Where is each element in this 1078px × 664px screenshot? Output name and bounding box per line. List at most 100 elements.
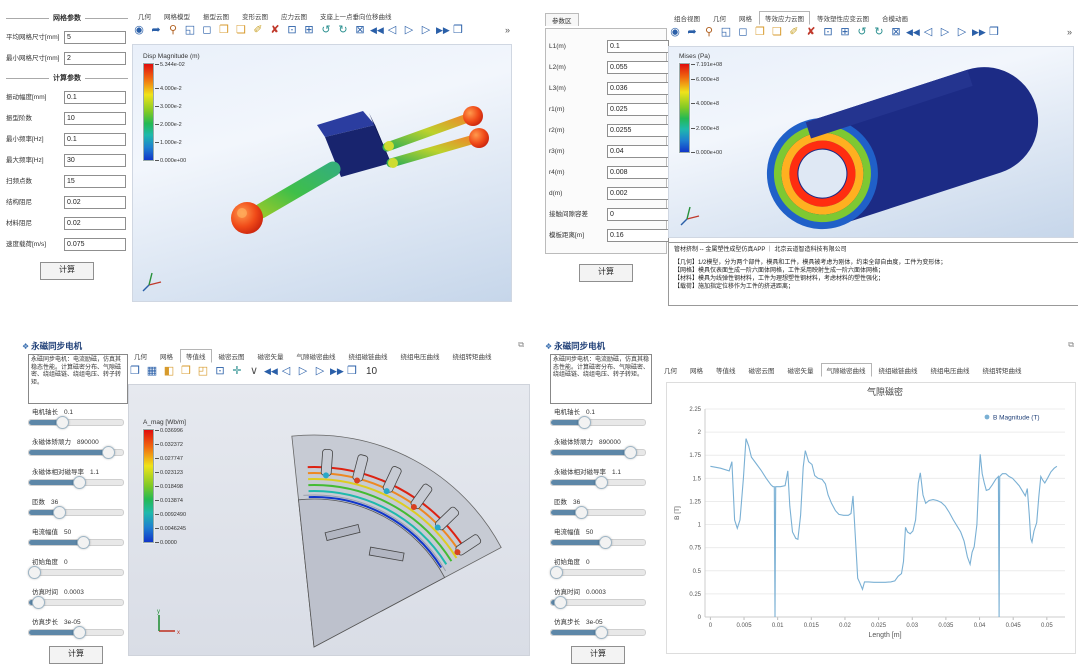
folder-open-icon[interactable]: ❐: [219, 24, 229, 36]
vib-param-input-0-0[interactable]: [64, 31, 126, 44]
slider-track-2[interactable]: [550, 476, 646, 489]
slider-thumb-1[interactable]: [624, 446, 638, 459]
toolbar-overflow-icon[interactable]: »: [1066, 27, 1072, 37]
export-anim-icon[interactable]: ❒: [347, 365, 357, 377]
zoom-window-icon[interactable]: ⊡: [823, 26, 833, 38]
vib-param-input-1-4[interactable]: [64, 175, 126, 188]
iso-view-icon[interactable]: ❒: [181, 365, 191, 377]
slider-track-6[interactable]: [28, 596, 124, 609]
param-panel-tab[interactable]: 参数区: [545, 13, 579, 26]
forge-param-input-2[interactable]: [607, 82, 669, 95]
slider-track-5[interactable]: [27, 566, 124, 579]
slider-track-5[interactable]: [549, 566, 646, 579]
vib-param-input-1-2[interactable]: [64, 133, 126, 146]
go-last-icon[interactable]: ▶▶: [436, 25, 450, 35]
motor-br-tab-5[interactable]: 气隙磁密曲线: [820, 363, 872, 377]
airgap-chart-panel[interactable]: 0 0.25 0.5 0.75 1 1.25 1.5 1.75 2 2.25 0 0.005 0.01 0…: [666, 382, 1076, 654]
slider-thumb-3[interactable]: [53, 506, 67, 519]
record-video-icon[interactable]: ⊠: [891, 26, 901, 38]
step-forward-icon[interactable]: ▷: [957, 26, 967, 38]
step-back-icon[interactable]: ◁: [387, 24, 397, 36]
forge-tab-5[interactable]: 合模动画: [882, 16, 908, 23]
go-first-icon[interactable]: ◀◀: [906, 27, 920, 37]
step-back-icon[interactable]: ◁: [281, 365, 291, 377]
export-anim-icon[interactable]: ❒: [453, 24, 463, 36]
motor-br-tab-6[interactable]: 绕组磁链曲线: [878, 368, 918, 375]
motor-br-tab-0[interactable]: 几何: [664, 368, 677, 375]
center-model-icon[interactable]: ⊞: [840, 26, 850, 38]
go-first-icon[interactable]: ◀◀: [370, 25, 384, 35]
capture-icon[interactable]: ◉: [670, 26, 680, 38]
rotate-left-icon[interactable]: ↺: [321, 24, 331, 36]
slider-thumb-3[interactable]: [575, 506, 589, 519]
forge-param-input-0[interactable]: [607, 40, 669, 53]
slider-thumb-4[interactable]: [76, 536, 90, 549]
forge-param-input-8[interactable]: [607, 208, 669, 221]
center-model-icon[interactable]: ⊞: [304, 24, 314, 36]
motor-br-tab-7[interactable]: 绕组电压曲线: [930, 368, 970, 375]
slider-thumb-5[interactable]: [27, 566, 41, 579]
vib-param-input-1-0[interactable]: [64, 91, 126, 104]
slider-track-1[interactable]: [28, 446, 124, 459]
export-anim-icon[interactable]: ❒: [989, 26, 999, 38]
export-view-icon[interactable]: ➦: [687, 26, 697, 38]
vib-tab-2[interactable]: 振型云图: [203, 14, 229, 21]
vibration-3d-viewport[interactable]: Disp Magnitude (m) 5.344e-02 4.000e-2 3.00…: [132, 44, 512, 302]
slider-thumb-5[interactable]: [549, 566, 563, 579]
slider-thumb-6[interactable]: [31, 596, 45, 609]
motor-bl-tab-3[interactable]: 磁密云图: [218, 354, 245, 361]
forge-param-input-7[interactable]: [607, 187, 669, 200]
slider-track-6[interactable]: [550, 596, 646, 609]
forge-param-input-1[interactable]: [607, 61, 669, 74]
vib-tab-0[interactable]: 几何: [138, 14, 151, 21]
slider-thumb-0[interactable]: [577, 416, 591, 429]
slider-track-0[interactable]: [28, 416, 124, 429]
forge-tab-3[interactable]: 等效应力云图: [759, 11, 810, 25]
slider-track-7[interactable]: [550, 626, 646, 639]
forging-3d-viewport[interactable]: Mises (Pa) 7.191e+08 6.000e+8 4.000e+8 2.00…: [668, 46, 1074, 238]
motor-bl-tab-2[interactable]: 等值线: [180, 349, 212, 363]
dropdown-caret-icon[interactable]: ∨: [249, 365, 259, 377]
forge-param-input-3[interactable]: [607, 103, 669, 116]
fit-view-icon[interactable]: ⊡: [215, 365, 225, 377]
mesh-view-icon[interactable]: ▦: [146, 365, 158, 377]
forge-param-input-6[interactable]: [607, 166, 669, 179]
brush-icon[interactable]: ✐: [789, 26, 799, 38]
fit-region-icon[interactable]: ◱: [720, 26, 732, 38]
capture-icon[interactable]: ◉: [134, 24, 144, 36]
motor-br-tab-3[interactable]: 磁密云图: [748, 368, 775, 375]
popout-icon[interactable]: ⧉: [518, 340, 524, 349]
rotate-left-icon[interactable]: ↺: [857, 26, 867, 38]
export-view-icon[interactable]: ➦: [151, 24, 161, 36]
step-back-icon[interactable]: ◁: [923, 26, 933, 38]
vib-param-input-1-6[interactable]: [64, 217, 126, 230]
slider-thumb-4[interactable]: [598, 536, 612, 549]
forge-tab-2[interactable]: 网格: [739, 16, 752, 23]
delete-icon[interactable]: ✘: [270, 24, 280, 36]
magnifier-icon[interactable]: ⚲: [168, 24, 178, 36]
motor-contour-viewport[interactable]: A_mag [Wb/m] 0.036996 0.032372 0.027747 0.0…: [128, 384, 530, 656]
vib-param-input-1-3[interactable]: [64, 154, 126, 167]
forge-param-input-5[interactable]: [607, 145, 669, 158]
forge-param-input-9[interactable]: [607, 229, 669, 242]
slider-thumb-1[interactable]: [102, 446, 116, 459]
vib-param-input-1-5[interactable]: [64, 196, 126, 209]
go-first-icon[interactable]: ◀◀: [264, 366, 278, 376]
brush-icon[interactable]: ✐: [253, 24, 263, 36]
axes-icon[interactable]: ✛: [232, 365, 242, 377]
slider-track-4[interactable]: [550, 536, 646, 549]
calculate-button[interactable]: 计算: [49, 646, 103, 664]
vib-tab-3[interactable]: 变形云图: [242, 14, 268, 21]
slider-thumb-2[interactable]: [72, 476, 86, 489]
motor-bl-tab-0[interactable]: 几何: [134, 354, 147, 361]
forge-tab-4[interactable]: 等效塑性应变云图: [817, 16, 869, 23]
vib-param-input-1-7[interactable]: [64, 238, 126, 251]
vib-param-input-1-1[interactable]: [64, 112, 126, 125]
rotate-right-icon[interactable]: ↻: [338, 24, 348, 36]
motor-br-tab-2[interactable]: 等值线: [716, 368, 736, 375]
view-split-icon[interactable]: ❐: [130, 365, 140, 377]
folder-new-icon[interactable]: ❏: [772, 26, 782, 38]
shade-view-icon[interactable]: ◧: [163, 365, 175, 377]
motor-br-tab-1[interactable]: 网格: [690, 368, 703, 375]
wire-view-icon[interactable]: ◰: [197, 365, 209, 377]
